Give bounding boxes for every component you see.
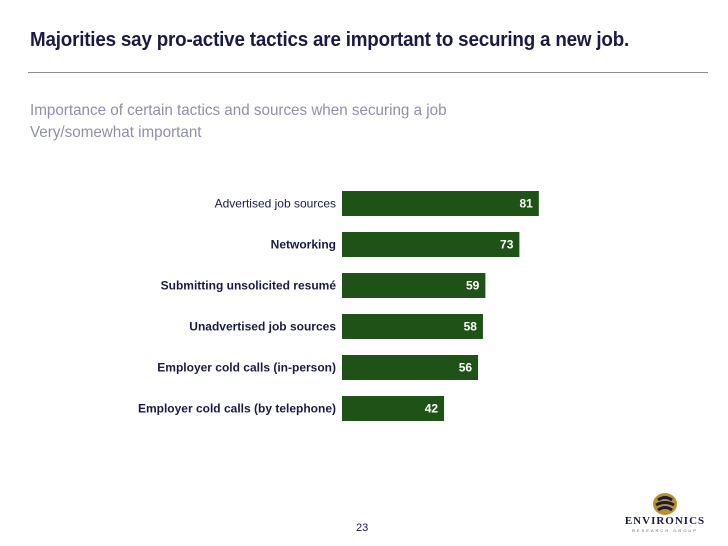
category-label: Employer cold calls (by telephone) bbox=[138, 402, 336, 416]
category-label: Submitting unsolicited resumé bbox=[161, 279, 337, 293]
subtitle-line-1: Importance of certain tactics and source… bbox=[30, 102, 447, 119]
bar-5 bbox=[342, 396, 445, 421]
logo-emblem-icon bbox=[653, 493, 677, 515]
environics-logo: ENVIRONICS RESEARCH GROUP bbox=[620, 492, 710, 538]
value-label: 42 bbox=[425, 402, 439, 416]
category-label: Unadvertised job sources bbox=[189, 320, 336, 334]
bar-2 bbox=[342, 273, 486, 298]
value-label: 56 bbox=[459, 361, 473, 375]
category-label: Employer cold calls (in-person) bbox=[157, 361, 336, 375]
title-divider bbox=[28, 72, 708, 73]
bar-0 bbox=[342, 191, 539, 216]
value-label: 73 bbox=[500, 238, 514, 252]
logo-wordmark: ENVIRONICS bbox=[624, 515, 706, 527]
bar-3 bbox=[342, 314, 483, 339]
chart-title: Majorities say pro-active tactics are im… bbox=[30, 29, 630, 51]
bar-4 bbox=[342, 355, 479, 380]
page-number: 23 bbox=[356, 522, 369, 534]
chart-subtitle: Importance of certain tactics and source… bbox=[30, 100, 447, 144]
value-label: 59 bbox=[466, 279, 480, 293]
category-label: Networking bbox=[271, 238, 336, 252]
category-label: Advertised job sources bbox=[215, 197, 336, 211]
logo-subtext: RESEARCH GROUP bbox=[631, 528, 698, 533]
subtitle-line-2: Very/somewhat important bbox=[30, 124, 202, 141]
value-label: 81 bbox=[519, 197, 533, 211]
bar-1 bbox=[342, 232, 520, 257]
value-label: 58 bbox=[464, 320, 478, 334]
